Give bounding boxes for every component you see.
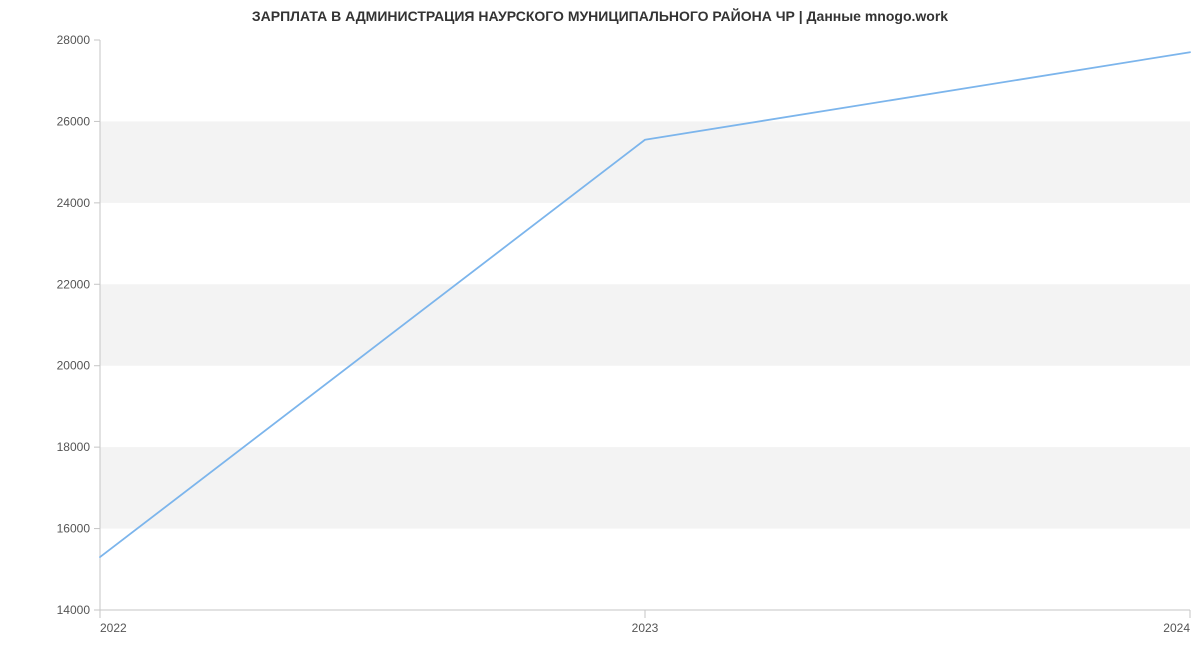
y-tick-label: 24000 — [57, 196, 91, 210]
y-tick-label: 16000 — [57, 522, 91, 536]
y-tick-label: 26000 — [57, 114, 91, 128]
x-tick-label: 2022 — [100, 621, 127, 635]
x-tick-label: 2024 — [1163, 621, 1190, 635]
grid-band — [100, 447, 1190, 528]
grid-band — [100, 284, 1190, 365]
y-tick-label: 28000 — [57, 33, 91, 47]
y-tick-label: 22000 — [57, 277, 91, 291]
grid-band — [100, 121, 1190, 202]
x-tick-label: 2023 — [632, 621, 659, 635]
chart-title: ЗАРПЛАТА В АДМИНИСТРАЦИЯ НАУРСКОГО МУНИЦ… — [0, 8, 1200, 24]
y-tick-label: 18000 — [57, 440, 91, 454]
y-tick-label: 20000 — [57, 359, 91, 373]
chart-container: ЗАРПЛАТА В АДМИНИСТРАЦИЯ НАУРСКОГО МУНИЦ… — [0, 0, 1200, 650]
chart-svg: 14000 16000 18000 20000 22000 24000 26000 28000… — [0, 0, 1200, 650]
y-tick-label: 14000 — [57, 603, 91, 617]
